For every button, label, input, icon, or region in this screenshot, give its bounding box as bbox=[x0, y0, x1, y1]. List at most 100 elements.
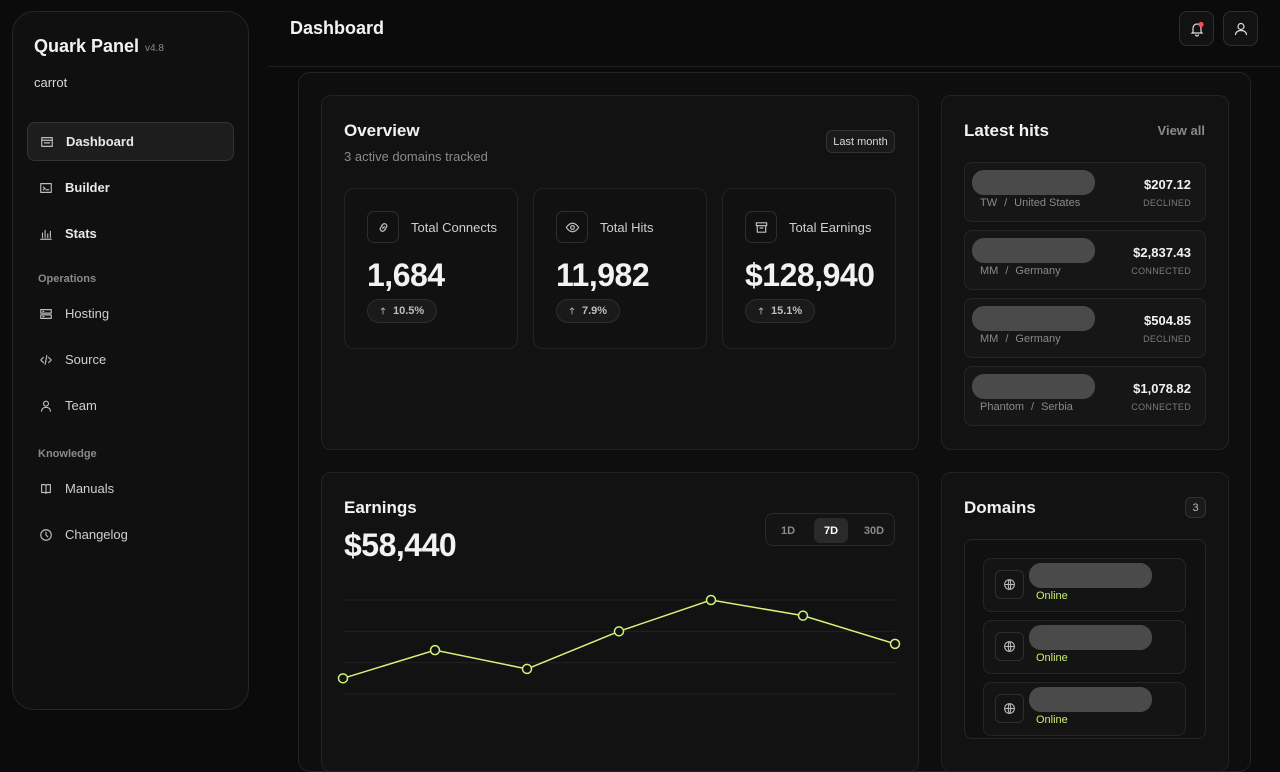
bell-icon bbox=[1190, 21, 1204, 37]
hit-item[interactable]: MMGermany $2,837.43 CONNECTED bbox=[964, 230, 1206, 290]
nav-label: Manuals bbox=[65, 481, 115, 496]
stat-label: Total Earnings bbox=[789, 220, 872, 235]
icon-shape bbox=[40, 528, 52, 541]
hit-origin: TWUnited States bbox=[980, 197, 1080, 209]
profile-button[interactable] bbox=[1223, 11, 1258, 46]
domain-status: Online bbox=[1036, 714, 1068, 726]
range-tab[interactable]: 30D bbox=[863, 524, 885, 537]
stat-value: $128,940 bbox=[745, 257, 875, 293]
domain-item[interactable]: Online bbox=[983, 620, 1186, 674]
nav-label: Changelog bbox=[65, 527, 128, 542]
domain-item[interactable]: Online bbox=[983, 558, 1186, 612]
stat-change: 10.5% bbox=[367, 299, 438, 323]
notifications-button[interactable] bbox=[1179, 11, 1214, 46]
range-tab[interactable]: 1D bbox=[780, 524, 796, 537]
overview-subtitle: 3 active domains tracked bbox=[344, 149, 488, 164]
page-title: Dashboard bbox=[290, 18, 385, 38]
domain-status: Online bbox=[1036, 652, 1068, 664]
nav-item[interactable]: Manuals bbox=[27, 469, 234, 508]
hit-source: Phantom bbox=[980, 401, 1041, 413]
hit-amount: $207.12 bbox=[1144, 177, 1191, 192]
hit-amount: $504.85 bbox=[1144, 313, 1191, 328]
icon bbox=[41, 400, 51, 412]
icon bbox=[1004, 579, 1015, 590]
hit-item[interactable]: MMGermany $504.85 DECLINED bbox=[964, 298, 1206, 358]
hit-origin: PhantomSerbia bbox=[980, 401, 1073, 413]
earnings-title: Earnings bbox=[344, 498, 417, 517]
icon-shape bbox=[40, 308, 52, 319]
range-button[interactable]: Last month bbox=[826, 130, 895, 153]
hit-source: TW bbox=[980, 197, 1014, 209]
icon-shape bbox=[41, 400, 51, 412]
earnings-chart bbox=[337, 594, 901, 695]
hit-status: CONNECTED bbox=[1131, 402, 1191, 412]
nav-item[interactable]: Hosting bbox=[27, 294, 234, 333]
point bbox=[521, 663, 533, 675]
domain-icon bbox=[995, 570, 1024, 599]
redacted-name bbox=[972, 238, 1095, 263]
stat-icon bbox=[556, 211, 588, 243]
icon bbox=[1004, 641, 1015, 652]
redacted-name bbox=[972, 306, 1095, 331]
brand: Quark Panel bbox=[34, 36, 140, 56]
icon-shape bbox=[40, 182, 52, 193]
icon-shape bbox=[1004, 641, 1015, 652]
hit-status: CONNECTED bbox=[1131, 266, 1191, 276]
icon-shape bbox=[41, 483, 51, 494]
view-all[interactable]: View all bbox=[1157, 123, 1205, 138]
domain-icon bbox=[995, 632, 1024, 661]
nav-item[interactable]: Team bbox=[27, 386, 234, 425]
icon bbox=[380, 307, 386, 315]
hit-origin: MMGermany bbox=[980, 265, 1061, 277]
hit-source: MM bbox=[980, 333, 1015, 345]
redacted-domain bbox=[1029, 625, 1152, 650]
icon-shape bbox=[565, 222, 579, 232]
icon bbox=[41, 483, 51, 494]
nav-item[interactable]: Dashboard bbox=[27, 122, 234, 161]
stat-value: 1,684 bbox=[367, 257, 445, 293]
nav-label: Source bbox=[65, 352, 107, 367]
point bbox=[429, 644, 441, 656]
section-title: Knowledge bbox=[38, 448, 97, 460]
domains-count: 3 bbox=[1185, 497, 1206, 518]
line bbox=[342, 599, 896, 680]
redacted-domain bbox=[1029, 563, 1152, 588]
icon bbox=[40, 182, 52, 193]
icon bbox=[755, 221, 767, 233]
hit-item[interactable]: TWUnited States $207.12 DECLINED bbox=[964, 162, 1206, 222]
point bbox=[889, 638, 901, 650]
icon-shape bbox=[569, 307, 575, 315]
domain-item[interactable]: Online bbox=[983, 682, 1186, 736]
stat-icon bbox=[367, 211, 399, 243]
hit-origin: MMGermany bbox=[980, 333, 1061, 345]
user-name: carrot bbox=[34, 75, 68, 90]
stat-card: Total Hits 11,982 7.9% bbox=[533, 188, 707, 349]
overview-title: Overview bbox=[344, 121, 420, 140]
hit-item[interactable]: PhantomSerbia $1,078.82 CONNECTED bbox=[964, 366, 1206, 426]
change-value: 15.1% bbox=[771, 305, 803, 317]
nav-label: Dashboard bbox=[66, 134, 134, 149]
nav-item[interactable]: Source bbox=[27, 340, 234, 379]
stat-label: Total Connects bbox=[411, 220, 497, 235]
nav-item[interactable]: Changelog bbox=[27, 515, 234, 554]
nav-item[interactable]: Stats bbox=[27, 214, 234, 253]
stat-change: 15.1% bbox=[745, 299, 816, 323]
hit-source: MM bbox=[980, 265, 1015, 277]
nav-item[interactable]: Builder bbox=[27, 168, 234, 207]
stat-label: Total Hits bbox=[600, 220, 654, 235]
hit-country: United States bbox=[1014, 197, 1081, 209]
hit-country: Serbia bbox=[1041, 401, 1073, 413]
icon bbox=[569, 307, 575, 315]
user-icon bbox=[1234, 22, 1247, 35]
header-divider bbox=[268, 66, 1280, 67]
nav-label: Hosting bbox=[65, 306, 110, 321]
icon-shape bbox=[40, 354, 52, 365]
icon-shape bbox=[379, 222, 387, 232]
range-tab[interactable]: 7D bbox=[814, 518, 848, 543]
icon-shape bbox=[380, 307, 386, 315]
domains-title: Domains bbox=[964, 498, 1036, 517]
nav-label: Stats bbox=[65, 226, 97, 241]
icon-shape bbox=[1004, 703, 1015, 714]
redacted-name bbox=[972, 170, 1095, 195]
icon-shape bbox=[755, 221, 767, 233]
